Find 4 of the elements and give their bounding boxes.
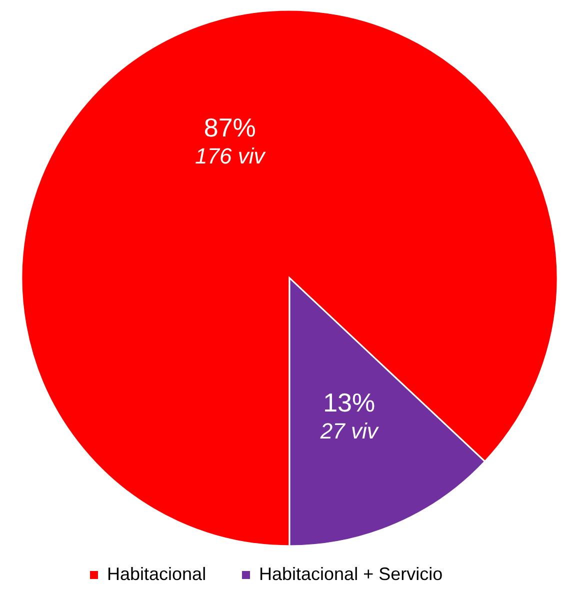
legend-label: Habitacional	[107, 564, 206, 584]
text: 87% 176 viv	[195, 112, 265, 168]
text: 13% 27 viv	[320, 388, 378, 444]
legend-label: Habitacional + Servicio	[259, 564, 443, 584]
